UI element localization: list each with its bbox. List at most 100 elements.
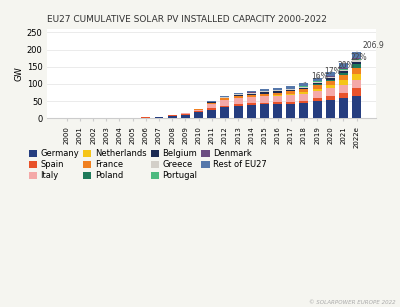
Bar <box>194 112 203 118</box>
Bar <box>299 83 308 86</box>
Bar <box>286 102 295 104</box>
Bar <box>299 92 308 94</box>
Legend: Germany, Spain, Italy, Netherlands, France, Poland, Belgium, Greece, Portugal, D: Germany, Spain, Italy, Netherlands, Fran… <box>28 149 267 180</box>
Bar <box>326 78 335 80</box>
Bar <box>194 109 203 110</box>
Bar <box>234 104 242 106</box>
Bar <box>299 103 308 118</box>
Bar <box>247 103 256 105</box>
Bar <box>247 91 256 92</box>
Bar <box>352 64 361 68</box>
Bar <box>312 78 322 81</box>
Bar <box>326 81 335 85</box>
Bar <box>352 68 361 74</box>
Bar <box>168 116 177 118</box>
Bar <box>273 95 282 96</box>
Bar <box>352 80 361 88</box>
Bar <box>312 85 322 89</box>
Y-axis label: GW: GW <box>15 66 24 81</box>
Bar <box>286 86 295 89</box>
Bar <box>352 88 361 95</box>
Bar <box>207 103 216 104</box>
Bar <box>286 104 295 118</box>
Bar <box>326 76 335 77</box>
Bar <box>273 93 282 95</box>
Bar <box>312 82 322 83</box>
Bar <box>220 96 229 97</box>
Text: 16%: 16% <box>304 72 328 83</box>
Bar <box>299 94 308 101</box>
Bar <box>286 91 295 94</box>
Bar <box>352 74 361 80</box>
Bar <box>312 101 322 118</box>
Bar <box>247 95 256 97</box>
Bar <box>260 92 269 94</box>
Bar <box>234 96 242 98</box>
Bar <box>247 105 256 118</box>
Bar <box>326 72 335 76</box>
Bar <box>168 115 177 116</box>
Bar <box>352 59 361 60</box>
Bar <box>220 107 229 118</box>
Bar <box>286 94 295 95</box>
Bar <box>339 73 348 76</box>
Bar <box>207 110 216 118</box>
Bar <box>207 101 216 102</box>
Bar <box>260 104 269 118</box>
Bar <box>220 97 229 98</box>
Bar <box>181 114 190 115</box>
Bar <box>286 89 295 90</box>
Bar <box>339 98 348 118</box>
Bar <box>273 102 282 104</box>
Bar <box>312 83 322 84</box>
Bar <box>234 95 242 96</box>
Bar <box>247 93 256 94</box>
Bar <box>260 94 269 96</box>
Bar <box>273 91 282 92</box>
Bar <box>260 103 269 104</box>
Bar <box>247 94 256 95</box>
Bar <box>339 64 348 68</box>
Bar <box>312 84 322 85</box>
Bar <box>234 106 242 118</box>
Bar <box>194 111 203 112</box>
Text: 206.9: 206.9 <box>356 41 384 52</box>
Bar <box>312 98 322 101</box>
Bar <box>181 113 190 114</box>
Bar <box>207 104 216 108</box>
Bar <box>326 100 335 118</box>
Bar <box>181 115 190 118</box>
Bar <box>339 80 348 85</box>
Bar <box>352 52 361 58</box>
Bar <box>260 89 269 91</box>
Bar <box>326 88 335 96</box>
Bar <box>273 104 282 118</box>
Bar <box>339 85 348 93</box>
Bar <box>220 100 229 106</box>
Bar <box>273 88 282 90</box>
Bar <box>326 77 335 78</box>
Bar <box>326 96 335 100</box>
Bar <box>339 68 348 69</box>
Bar <box>234 98 242 104</box>
Bar <box>339 76 348 80</box>
Bar <box>312 81 322 82</box>
Text: 17%: 17% <box>317 67 341 78</box>
Bar <box>273 96 282 102</box>
Text: EU27 CUMULATIVE SOLAR PV INSTALLED CAPACITY 2000-2022: EU27 CUMULATIVE SOLAR PV INSTALLED CAPAC… <box>47 15 327 24</box>
Bar <box>352 60 361 62</box>
Text: © SOLARPOWER EUROPE 2022: © SOLARPOWER EUROPE 2022 <box>309 301 396 305</box>
Bar <box>352 58 361 59</box>
Bar <box>286 90 295 91</box>
Bar <box>220 99 229 100</box>
Bar <box>326 85 335 88</box>
Bar <box>352 62 361 64</box>
Text: 20%: 20% <box>330 61 354 72</box>
Bar <box>247 97 256 103</box>
Bar <box>260 91 269 92</box>
Bar <box>220 98 229 99</box>
Bar <box>299 87 308 89</box>
Bar <box>154 117 164 118</box>
Bar <box>234 93 242 94</box>
Text: 22%: 22% <box>343 53 367 64</box>
